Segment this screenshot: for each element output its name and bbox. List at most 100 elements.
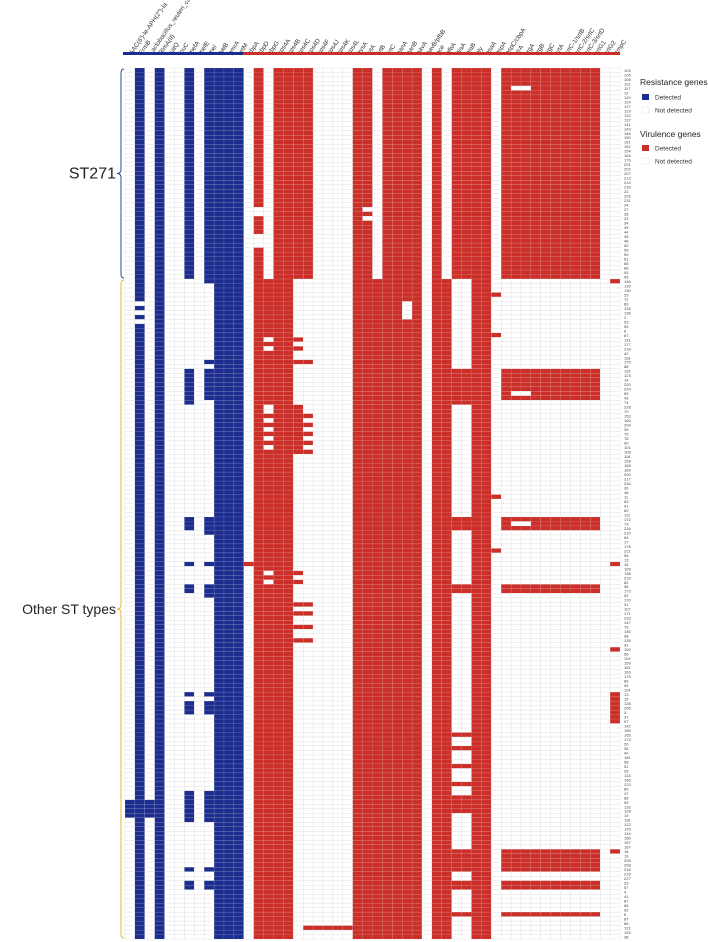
heatmap-cell [273,296,284,302]
heatmap-cell [352,220,363,226]
heatmap-cell [213,292,225,298]
heatmap-cell [303,94,314,100]
heatmap-cell [312,265,324,271]
heatmap-cell [352,224,363,230]
heatmap-cell [481,278,492,284]
heatmap-cell [303,256,314,262]
heatmap-cell [461,139,472,145]
heatmap-cell [303,494,314,500]
heatmap-cell [520,359,532,365]
heatmap-cell [312,162,324,167]
heatmap-cell [600,341,611,347]
heatmap-cell [372,431,383,437]
heatmap-cell [431,135,442,141]
heatmap-cell [174,238,185,244]
heatmap-cell [243,494,254,500]
heatmap-cell [184,485,195,491]
heatmap-cell [362,462,373,468]
heatmap-cell [223,386,235,392]
heatmap-cell [194,323,205,329]
heatmap-cell [411,364,423,370]
heatmap-cell [362,215,373,221]
heatmap-cell [312,346,324,352]
heatmap-cell [233,90,244,96]
heatmap-cell [342,444,353,450]
heatmap-cell [332,377,343,383]
heatmap-cell [253,328,264,334]
heatmap-cell [421,332,433,338]
heatmap-cell [609,274,621,280]
heatmap-cell [194,471,205,477]
heatmap-cell [223,377,235,383]
heatmap-cell [431,494,442,500]
heatmap-cell [293,368,304,374]
heatmap-cell [174,148,185,154]
heatmap-cell [451,117,462,123]
heatmap-cell [223,400,235,405]
heatmap-cell [510,135,522,141]
heatmap-cell [451,368,462,374]
heatmap-cell [471,184,482,190]
heatmap-cell [342,418,353,423]
heatmap-cell [243,471,254,477]
heatmap-cell [402,238,413,244]
heatmap-cell [580,310,591,316]
heatmap-cell [164,202,175,208]
heatmap-cell [580,476,591,482]
heatmap-cell [421,458,433,464]
heatmap-cell [174,135,185,141]
heatmap-cell [570,301,581,307]
heatmap-cell [560,94,571,100]
heatmap-cell [273,409,284,414]
heatmap-cell [570,211,581,217]
heatmap-cell [590,328,601,334]
heatmap-cell [441,242,452,248]
heatmap-cell [590,184,601,190]
heatmap-cell [441,453,452,459]
heatmap-cell [461,489,472,495]
heatmap-cell [510,220,522,226]
heatmap-cell [501,103,512,109]
heatmap-cell [332,144,343,149]
heatmap-cell [164,283,175,289]
heatmap-cell [491,337,502,343]
heatmap-cell [332,422,343,428]
heatmap-cell [520,269,532,275]
heatmap-cell [342,171,353,176]
heatmap-cell [461,319,472,325]
heatmap-cell [184,323,195,329]
heatmap-cell [421,355,433,361]
heatmap-cell [431,368,442,374]
heatmap-cell [451,171,462,176]
heatmap-cell [164,332,175,338]
heatmap-cell [491,292,502,298]
heatmap-cell [303,220,314,226]
heatmap-cell [570,175,581,181]
heatmap-cell [213,310,225,316]
heatmap-cell [570,166,581,172]
heatmap-cell [451,278,462,284]
heatmap-cell [520,202,532,208]
heatmap-cell [233,193,244,199]
heatmap-cell [510,126,522,132]
heatmap-cell [570,198,581,203]
heatmap-cell [204,431,215,437]
heatmap-cell [501,171,512,176]
heatmap-cell [402,269,413,275]
heatmap-cell [322,287,334,293]
heatmap-cell [223,153,235,158]
heatmap-cell [481,368,492,374]
heatmap-cell [243,395,254,401]
heatmap-cell [441,108,452,114]
heatmap-cell [411,337,423,343]
heatmap-cell [372,507,383,513]
heatmap-cell [402,436,413,441]
heatmap-cell [362,418,373,423]
heatmap-cell [441,377,452,383]
heatmap-cell [204,359,215,365]
heatmap-cell [263,413,274,419]
heatmap-cell [164,422,175,428]
heatmap-cell [273,220,284,226]
heatmap-cell [253,507,264,513]
heatmap-cell [322,395,334,401]
